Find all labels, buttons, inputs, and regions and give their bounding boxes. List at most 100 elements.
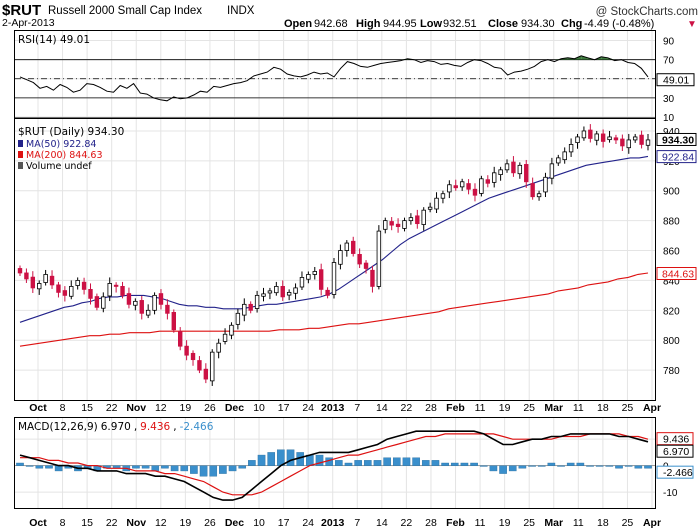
- macd-histogram-bar: [364, 460, 372, 466]
- candle-body: [286, 291, 292, 296]
- y-axes: 103050709049.017808008208408608809009209…: [656, 37, 697, 499]
- candle-body: [94, 296, 100, 308]
- candle-body: [492, 172, 497, 183]
- macd-histogram-bar: [393, 457, 401, 466]
- candle-body: [357, 254, 362, 265]
- open-label: Open: [284, 18, 312, 30]
- macd-histogram-bar: [595, 465, 604, 467]
- macd-legend-prefix: MACD(12,26,9): [18, 421, 98, 433]
- macd-histogram-bar: [470, 462, 478, 466]
- candle-body: [498, 169, 503, 176]
- macd-y-tick-label: -10: [663, 488, 678, 499]
- macd-histogram-bar: [373, 460, 382, 466]
- macd-histogram-bar: [528, 465, 536, 467]
- candle-body: [306, 274, 311, 280]
- price-x-tick-label: 10: [253, 402, 265, 414]
- candle-body: [479, 178, 484, 194]
- rsi-line: [19, 55, 649, 102]
- exchange-label: INDX: [227, 5, 255, 17]
- candle-body: [139, 300, 144, 314]
- candle-body: [408, 217, 414, 222]
- macd-histogram-bar: [412, 457, 420, 466]
- candle-body: [318, 269, 324, 290]
- macd-x-tick-label: 8: [60, 517, 66, 529]
- macd-histogram-bar: [267, 452, 276, 466]
- candle-body: [248, 303, 253, 311]
- price-x-tick-label: Mar: [544, 402, 563, 414]
- macd-histogram-bar: [151, 465, 160, 472]
- candle-body: [632, 136, 638, 141]
- candle-body: [62, 290, 68, 296]
- price-y-tick-label: 940: [663, 127, 680, 138]
- macd-histogram-bar: [190, 465, 198, 474]
- macd-x-tick-label: 11: [475, 517, 486, 529]
- candle-body: [242, 303, 247, 316]
- candle-body: [312, 271, 317, 275]
- macd-x-tick-label: 19: [180, 517, 192, 529]
- price-x-tick-label: 7: [354, 402, 360, 414]
- x-axes: Oct Oct 8 8 15 15 22 22 Nov Nov 12 12 19 19 26 26 Dec Dec…: [29, 402, 661, 529]
- price-x-tick-label: 12: [155, 402, 167, 414]
- price-x-tick-label: Feb: [446, 402, 465, 414]
- macd-histogram-bar: [644, 465, 652, 469]
- candle-body: [594, 133, 599, 141]
- macd-histogram-bar: [170, 465, 179, 472]
- price-x-tick-label: 11: [573, 402, 584, 414]
- macd-histogram-bar: [141, 465, 150, 469]
- candle-body: [254, 294, 260, 309]
- price-panel: [17, 124, 651, 386]
- macd-legend-hist: -2.466: [180, 421, 214, 433]
- candle-body: [75, 280, 80, 286]
- macd-x-tick-label: Nov: [126, 517, 146, 529]
- price-y-tick-label: 880: [663, 217, 680, 228]
- macd-x-tick-label: 18: [597, 517, 609, 529]
- candle-body: [447, 184, 452, 193]
- macd-x-tick-label: Mar: [544, 517, 563, 529]
- macd-value-label: 6.970: [663, 446, 689, 458]
- price-x-tick-label: 25: [523, 402, 535, 414]
- candle-body: [184, 345, 189, 356]
- macd-legend: MACD(12,26,9) 6.970, 9.436, -2.466: [18, 421, 214, 433]
- candle-body: [530, 183, 535, 198]
- macd-panel-frame: [14, 417, 656, 509]
- candle-body: [581, 130, 587, 139]
- candle-body: [81, 281, 87, 290]
- price-panel-frame: [14, 118, 656, 401]
- candle-body: [434, 197, 439, 210]
- candle-body: [421, 209, 426, 225]
- rsi-panel: [15, 55, 655, 102]
- candle-body: [440, 193, 446, 199]
- price-x-tick-label: Apr: [643, 402, 661, 414]
- macd-histogram-bar: [479, 465, 488, 467]
- candle-body: [113, 284, 119, 287]
- candle-body: [344, 242, 350, 251]
- candle-body: [600, 133, 606, 142]
- macd-histogram-bar: [54, 465, 63, 472]
- macd-x-tick-label: Oct: [29, 517, 47, 529]
- candle-body: [639, 134, 644, 145]
- macd-histogram-bar: [306, 454, 314, 466]
- macd-histogram-bar: [238, 465, 247, 469]
- macd-histogram-bar: [257, 454, 266, 466]
- macd-x-tick-label: Dec: [225, 517, 244, 529]
- candle-body: [325, 289, 330, 296]
- price-x-tick-label: Oct: [29, 402, 47, 414]
- candle-body: [133, 300, 138, 306]
- candle-body: [562, 151, 567, 161]
- low-value: 932.51: [443, 18, 477, 30]
- macd-x-tick-label: 2013: [321, 517, 345, 529]
- ma200-line: [19, 272, 649, 347]
- candle-body: [363, 262, 369, 269]
- candle-body: [126, 293, 132, 305]
- price-x-tick-label: 11: [475, 402, 486, 414]
- candle-body: [588, 129, 593, 139]
- macd-histogram-bar: [132, 465, 140, 469]
- rsi-value-label: 49.01: [663, 75, 689, 87]
- macd-histogram-bar: [248, 460, 256, 466]
- macd-histogram-bar: [35, 465, 44, 469]
- macd-legend-macd: 6.970: [101, 421, 131, 433]
- candle-body: [466, 183, 471, 190]
- candle-body: [261, 293, 266, 297]
- macd-histogram-bar: [431, 460, 440, 466]
- candle-body: [145, 309, 151, 316]
